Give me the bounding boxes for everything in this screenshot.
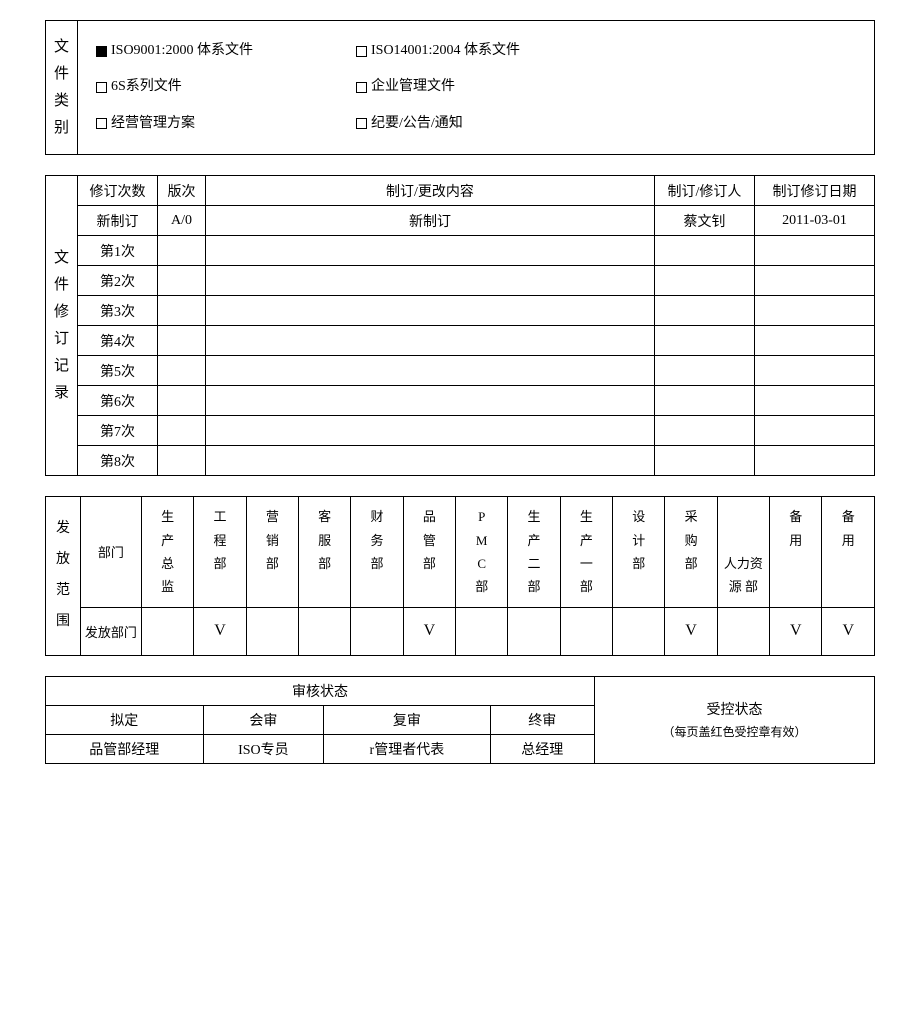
revision-row: 第3次	[46, 296, 875, 326]
dept-head: 生产总监	[141, 497, 193, 608]
dist-mark	[717, 607, 769, 655]
dist-mark: V	[194, 607, 246, 655]
dist-row1-label: 部门	[80, 497, 141, 608]
revision-row: 新制订A/0新制订蔡文钊2011-03-01	[46, 206, 875, 236]
distribution-label: 发 放 范 围	[46, 497, 81, 656]
revision-row: 第4次	[46, 326, 875, 356]
revision-label: 文 件 修 订 记 录	[46, 176, 78, 476]
status-col-value: r管理者代表	[324, 734, 490, 763]
status-col-head: 终审	[490, 705, 594, 734]
category-item: ISO14001:2004 体系文件	[356, 33, 616, 69]
checkbox-icon	[356, 82, 367, 93]
checkbox-icon	[356, 46, 367, 57]
revision-table: 文 件 修 订 记 录 修订次数 版次 制订/更改内容 制订/修订人 制订修订日…	[45, 175, 875, 476]
rev-head-person: 制订/修订人	[655, 176, 755, 206]
category-table: 文 件 类 别 ISO9001:2000 体系文件 ISO14001:2004 …	[45, 20, 875, 155]
status-table: 审核状态 受控状态 （每页盖红色受控章有效） 拟定 会审 复审 终审 品管部经理…	[45, 676, 875, 764]
category-content: ISO9001:2000 体系文件 ISO14001:2004 体系文件 6S系…	[78, 21, 875, 155]
dept-head: 营销部	[246, 497, 298, 608]
revision-row: 第8次	[46, 446, 875, 476]
status-col-head: 复审	[324, 705, 490, 734]
revision-row: 第7次	[46, 416, 875, 446]
status-col-value: 总经理	[490, 734, 594, 763]
dist-mark-row: 发放部门 V V V V V	[46, 607, 875, 655]
rev-head-date: 制订修订日期	[755, 176, 875, 206]
dept-head: 设计部	[613, 497, 665, 608]
checkbox-icon	[96, 118, 107, 129]
category-label: 文 件 类 别	[46, 21, 78, 155]
control-status: 受控状态 （每页盖红色受控章有效）	[595, 676, 875, 763]
dept-head: PMC部	[456, 497, 508, 608]
dist-mark	[613, 607, 665, 655]
revision-row: 第1次	[46, 236, 875, 266]
dept-head: 品管部	[403, 497, 455, 608]
dist-mark	[508, 607, 560, 655]
dist-mark	[299, 607, 351, 655]
distribution-table: 发 放 范 围 部门 生产总监 工程部 营销部 客服部 财务部 品管部 PMC部…	[45, 496, 875, 656]
dist-mark	[456, 607, 508, 655]
control-sub: （每页盖红色受控章有效）	[601, 723, 868, 740]
category-item: 纪要/公告/通知	[356, 106, 616, 142]
dist-mark: V	[665, 607, 717, 655]
dist-row2-label: 发放部门	[80, 607, 141, 655]
revision-row: 第2次	[46, 266, 875, 296]
checkbox-icon	[96, 82, 107, 93]
status-col-head: 会审	[203, 705, 324, 734]
status-col-value: 品管部经理	[46, 734, 204, 763]
rev-head-content: 制订/更改内容	[206, 176, 655, 206]
category-item: 企业管理文件	[356, 69, 616, 105]
dist-mark	[560, 607, 612, 655]
status-col-value: ISO专员	[203, 734, 324, 763]
checkbox-filled-icon	[96, 46, 107, 57]
dist-mark: V	[770, 607, 822, 655]
dept-head: 备用	[770, 497, 822, 608]
checkbox-icon	[356, 118, 367, 129]
dept-head: 生产一部	[560, 497, 612, 608]
dist-mark: V	[822, 607, 875, 655]
dept-head: 备用	[822, 497, 875, 608]
dept-head: 财务部	[351, 497, 403, 608]
revision-header-row: 文 件 修 订 记 录 修订次数 版次 制订/更改内容 制订/修订人 制订修订日…	[46, 176, 875, 206]
category-item: 经营管理方案	[96, 106, 356, 142]
revision-row: 第5次	[46, 356, 875, 386]
control-title: 受控状态	[707, 703, 763, 718]
audit-header: 审核状态	[46, 676, 595, 705]
dept-head: 客服部	[299, 497, 351, 608]
status-col-head: 拟定	[46, 705, 204, 734]
dist-header-row: 发 放 范 围 部门 生产总监 工程部 营销部 客服部 财务部 品管部 PMC部…	[46, 497, 875, 608]
revision-row: 第6次	[46, 386, 875, 416]
dept-head: 生产二部	[508, 497, 560, 608]
rev-head-version: 版次	[158, 176, 206, 206]
dist-mark	[351, 607, 403, 655]
dept-head: 人力资源 部	[717, 497, 769, 608]
dist-mark: V	[403, 607, 455, 655]
dist-mark	[246, 607, 298, 655]
dept-head: 采购部	[665, 497, 717, 608]
rev-head-count: 修订次数	[78, 176, 158, 206]
category-item: 6S系列文件	[96, 69, 356, 105]
dept-head: 工程部	[194, 497, 246, 608]
category-item: ISO9001:2000 体系文件	[96, 33, 356, 69]
dist-mark	[141, 607, 193, 655]
